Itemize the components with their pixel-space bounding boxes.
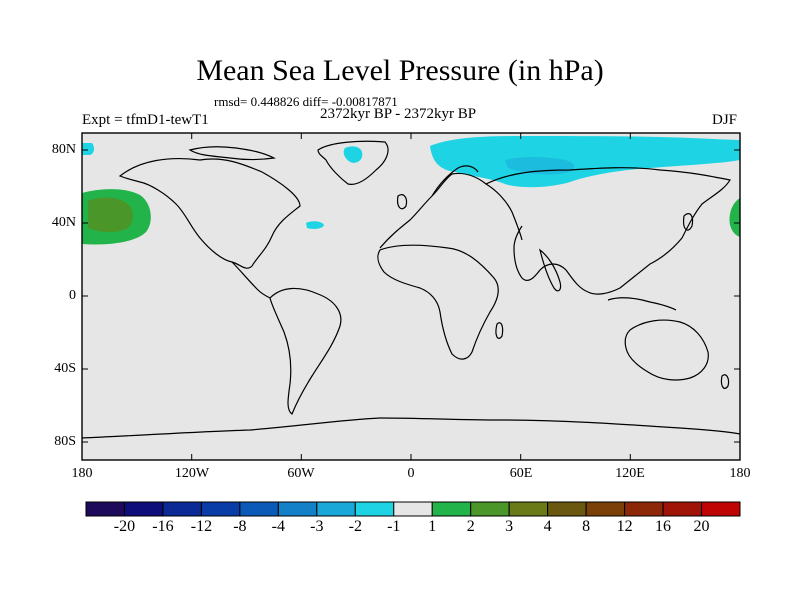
- colorbar-label: 20: [693, 518, 710, 535]
- lat-label-80s: 80S: [54, 434, 76, 449]
- canadian-archipelago: [188, 146, 276, 161]
- colorbar-swatch: [701, 501, 741, 517]
- africa-coast: [377, 244, 499, 360]
- colorbar-swatch: [239, 501, 279, 517]
- lat-label-40n: 40N: [51, 215, 76, 230]
- colorbar-label: 4: [543, 518, 552, 535]
- colorbar-label: 12: [616, 518, 633, 535]
- lat-label-80n: 80N: [51, 142, 76, 157]
- colorbar-label: -1: [387, 518, 401, 535]
- colorbar-label: -12: [190, 518, 213, 535]
- colorbar-label: -4: [271, 518, 285, 535]
- colorbar-label: -16: [152, 518, 174, 535]
- nw-negative-patch: [82, 143, 95, 155]
- colorbar-swatch: [662, 501, 703, 517]
- colorbar-label: -20: [113, 518, 136, 535]
- east-pacific-positive: [729, 198, 740, 237]
- south-america-coast: [269, 287, 342, 415]
- asia-coast: [485, 167, 731, 295]
- colorbar-swatch: [547, 501, 587, 517]
- australia-coast: [624, 319, 709, 381]
- japan: [683, 213, 694, 231]
- europe-coast: [379, 172, 523, 249]
- colorbar-label: 8: [582, 518, 591, 535]
- lon-label-120e: 120E: [615, 466, 645, 481]
- colorbar-swatch: [354, 501, 395, 517]
- chart-title: Mean Sea Level Pressure (in hPa): [196, 54, 604, 87]
- greenland-coast: [317, 140, 389, 185]
- colorbar-label: 3: [505, 518, 514, 535]
- atlantic-negative-patch: [306, 221, 324, 229]
- experiment-label: Expt = tfmD1-tewT1: [82, 112, 209, 128]
- season-label: DJF: [712, 112, 738, 128]
- colorbar-label: -8: [233, 518, 247, 535]
- lat-label-0: 0: [69, 288, 76, 303]
- new-zealand: [720, 374, 730, 389]
- colorbar-label: -2: [348, 518, 362, 535]
- colorbar-swatch: [277, 501, 318, 517]
- scandinavia-coast: [431, 165, 479, 197]
- central-america-coast: [231, 261, 271, 299]
- madagascar: [495, 322, 504, 339]
- colorbar-swatch: [85, 501, 125, 517]
- indonesia: [607, 297, 677, 311]
- british-isles: [397, 194, 408, 210]
- colorbar-label: -3: [310, 518, 324, 535]
- lon-label-180e: 180: [729, 466, 751, 481]
- greenland-negative: [343, 146, 363, 163]
- colorbar-swatch: [316, 501, 356, 517]
- antarctica-coast: [81, 417, 741, 439]
- colorbar: [85, 501, 741, 517]
- arctic-negative-anomaly: [430, 136, 740, 188]
- colorbar-label: 1: [428, 518, 437, 535]
- north-america-coast: [118, 157, 301, 269]
- lon-label-0: 0: [407, 466, 415, 481]
- colorbar-swatch: [508, 501, 549, 517]
- colorbar-swatch: [470, 501, 510, 517]
- colorbar-label: 16: [655, 518, 672, 535]
- axis-ticks: [82, 133, 740, 460]
- colorbar-swatch: [393, 501, 433, 517]
- lon-label-180w: 180: [71, 466, 93, 481]
- india-coast: [539, 248, 562, 292]
- colorbar-swatch: [431, 501, 472, 517]
- period-label: 2372kyr BP - 2372kyr BP: [320, 106, 477, 122]
- lon-label-60w: 60W: [287, 466, 315, 481]
- lat-label-40s: 40S: [54, 361, 76, 376]
- lon-label-120w: 120W: [174, 466, 210, 481]
- colorbar-swatch: [123, 501, 164, 517]
- colorbar-swatch: [624, 501, 664, 517]
- colorbar-swatch: [200, 501, 241, 517]
- map-background: [82, 133, 740, 460]
- colorbar-swatch: [585, 501, 626, 517]
- lon-label-60e: 60E: [509, 466, 533, 481]
- colorbar-label: 2: [466, 518, 475, 535]
- colorbar-swatch: [162, 501, 202, 517]
- rmsd-diff-stats: rmsd= 0.448826 diff= -0.00817871: [214, 94, 398, 109]
- north-pacific-positive-core: [88, 197, 133, 233]
- coastlines: [81, 140, 741, 439]
